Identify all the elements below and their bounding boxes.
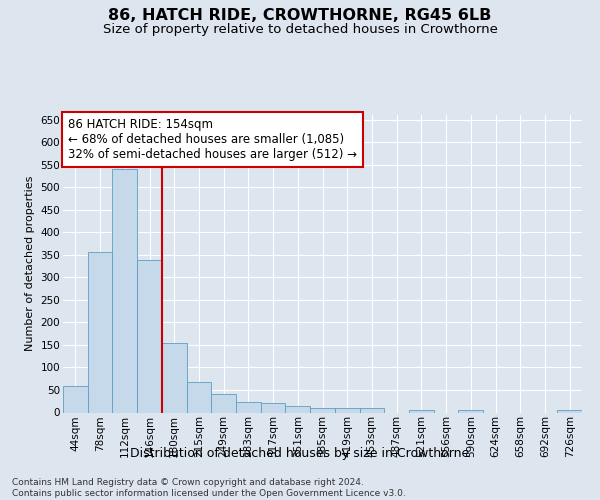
Text: 86, HATCH RIDE, CROWTHORNE, RG45 6LB: 86, HATCH RIDE, CROWTHORNE, RG45 6LB	[109, 8, 491, 22]
Bar	[310, 408, 335, 412]
Bar	[286, 406, 310, 412]
Bar	[236, 402, 261, 412]
Text: Size of property relative to detached houses in Crowthorne: Size of property relative to detached ho…	[103, 22, 497, 36]
Bar	[112, 169, 137, 412]
Text: Contains HM Land Registry data © Crown copyright and database right 2024.
Contai: Contains HM Land Registry data © Crown c…	[12, 478, 406, 498]
Bar	[261, 404, 286, 412]
Bar	[557, 410, 582, 412]
Bar	[88, 252, 112, 412]
Bar	[162, 342, 187, 412]
Bar	[409, 410, 434, 412]
Text: Distribution of detached houses by size in Crowthorne: Distribution of detached houses by size …	[130, 448, 470, 460]
Bar	[211, 394, 236, 412]
Bar	[63, 386, 88, 412]
Bar	[359, 408, 384, 412]
Bar	[458, 410, 483, 412]
Bar	[187, 382, 211, 412]
Bar	[137, 260, 162, 412]
Y-axis label: Number of detached properties: Number of detached properties	[25, 176, 35, 352]
Bar	[335, 408, 359, 412]
Text: 86 HATCH RIDE: 154sqm
← 68% of detached houses are smaller (1,085)
32% of semi-d: 86 HATCH RIDE: 154sqm ← 68% of detached …	[68, 118, 357, 161]
